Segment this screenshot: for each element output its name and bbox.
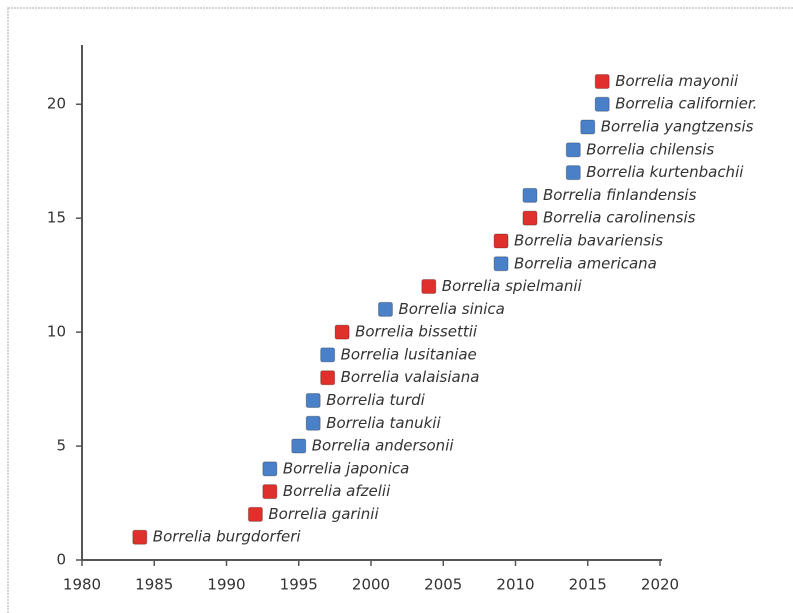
point-label: Borrelia kurtenbachii: [586, 163, 744, 181]
x-tick-label: 1980: [63, 576, 101, 594]
point-label: Borrelia bissettii: [355, 323, 478, 341]
point-label: Borrelia garinii: [268, 505, 379, 523]
x-tick-label: 2000: [352, 576, 390, 594]
point: [334, 324, 350, 340]
point: [377, 301, 393, 317]
point-label: Borrelia turdi: [326, 391, 425, 409]
point: [594, 73, 610, 89]
x-tick-label: 2010: [496, 576, 534, 594]
point: [522, 187, 538, 203]
point: [493, 256, 509, 272]
point: [320, 347, 336, 363]
y-tick-label: 15: [47, 209, 66, 227]
point-label: Borrelia bavariensis: [514, 231, 663, 249]
y-tick-label: 0: [56, 551, 66, 569]
y-tick-label: 5: [56, 437, 66, 455]
point-label: Borrelia lusitaniae: [341, 345, 477, 363]
point: [291, 438, 307, 454]
point-label: Borrelia yangtzensis: [601, 118, 754, 136]
point: [262, 484, 278, 500]
point-label: Borrelia finlandensis: [543, 186, 697, 204]
frame: [7, 7, 793, 613]
point-label: Borrelia afzelii: [283, 482, 391, 500]
point-label: Borrelia valaisiana: [341, 368, 480, 386]
point: [594, 96, 610, 112]
x-tick-label: 1990: [207, 576, 245, 594]
point: [262, 461, 278, 477]
point: [565, 142, 581, 158]
point: [565, 165, 581, 181]
point-label: Borrelia japonica: [283, 459, 410, 477]
point: [305, 392, 321, 408]
point-label: Borrelia andersonii: [312, 437, 455, 455]
point: [580, 119, 596, 135]
point: [132, 529, 148, 545]
point: [320, 370, 336, 386]
point: [493, 233, 509, 249]
y-tick-label: 20: [47, 95, 66, 113]
point-label: Borrelia tanukii: [326, 414, 441, 432]
point: [522, 210, 538, 226]
point-label: Borrelia americana: [514, 254, 657, 272]
y-tick-label: 10: [47, 323, 66, 341]
point-label: Borrelia californier.: [615, 95, 757, 113]
x-tick-label: 1985: [135, 576, 173, 594]
x-tick-label: 2020: [641, 576, 679, 594]
x-tick-label: 1995: [280, 576, 318, 594]
point-label: Borrelia sinica: [398, 300, 504, 318]
x-tick-label: 2005: [424, 576, 462, 594]
point-label: Borrelia carolinensis: [543, 209, 696, 227]
point-label: Borrelia mayonii: [615, 72, 739, 90]
point: [305, 415, 321, 431]
point-label: Borrelia spielmanii: [442, 277, 583, 295]
point: [247, 506, 263, 522]
x-tick-label: 2015: [569, 576, 607, 594]
point: [421, 279, 437, 295]
point-label: Borrelia burgdorferi: [153, 528, 302, 546]
point-label: Borrelia chilensis: [586, 140, 714, 158]
